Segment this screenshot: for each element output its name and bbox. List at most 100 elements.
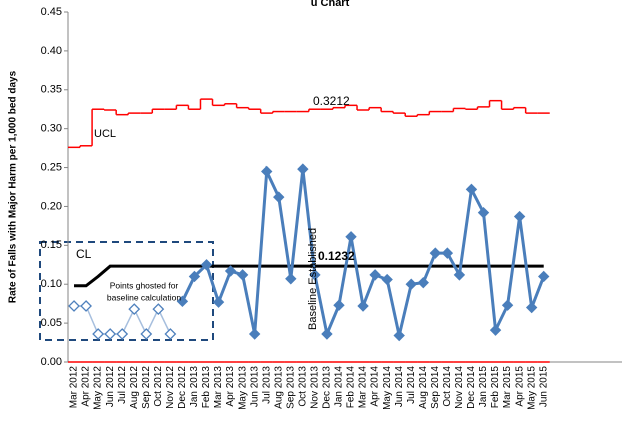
x-tick-label: Feb 2014 bbox=[346, 366, 357, 409]
data-point bbox=[236, 269, 249, 281]
data-point bbox=[164, 328, 177, 340]
data-point bbox=[273, 191, 285, 203]
ghost-box bbox=[39, 241, 214, 341]
data-point bbox=[538, 270, 550, 283]
x-tick-label: May 2013 bbox=[237, 366, 248, 410]
data-point bbox=[188, 270, 201, 283]
y-tick-label: 0.30 bbox=[41, 123, 62, 135]
data-point bbox=[429, 247, 442, 259]
data-point bbox=[248, 328, 261, 340]
x-tick-label: Aug 2012 bbox=[129, 366, 140, 409]
data-point bbox=[417, 276, 429, 289]
data-point bbox=[140, 328, 153, 340]
y-tick-label: 0.25 bbox=[41, 161, 62, 173]
x-tick-label: Mar 2014 bbox=[358, 366, 369, 409]
x-tick-label: Sep 2012 bbox=[141, 366, 152, 409]
annotation: Points ghosted for bbox=[110, 280, 179, 290]
x-tick-label: May 2014 bbox=[382, 366, 393, 410]
x-tick-label: Jan 2015 bbox=[478, 366, 489, 408]
x-tick-label: Dec 2013 bbox=[322, 366, 333, 409]
x-tick-label: Dec 2012 bbox=[177, 366, 188, 409]
x-tick-label: Apr 2013 bbox=[225, 366, 236, 407]
x-tick-label: Mar 2015 bbox=[502, 366, 513, 409]
data-point bbox=[128, 303, 141, 316]
data-point bbox=[369, 269, 381, 281]
data-point bbox=[297, 163, 309, 175]
y-tick-label: 0.45 bbox=[41, 6, 62, 18]
x-tick-label: Dec 2014 bbox=[466, 366, 477, 409]
data-point bbox=[513, 210, 526, 223]
annotation: UCL bbox=[94, 128, 116, 140]
data-point bbox=[333, 299, 345, 311]
x-tick-label: Apr 2014 bbox=[370, 366, 381, 407]
data-point bbox=[393, 329, 405, 342]
data-point bbox=[80, 300, 92, 312]
x-tick-label: May 2015 bbox=[526, 366, 537, 410]
y-axis-label: Rate of Falls with Major Harm per 1,000 … bbox=[8, 70, 19, 303]
data-point bbox=[441, 247, 454, 259]
y-tick-label: 0.35 bbox=[41, 84, 62, 96]
x-tick-label: Aug 2014 bbox=[418, 366, 429, 409]
x-tick-label: Jun 2012 bbox=[105, 366, 116, 408]
y-tick-label: 0.05 bbox=[41, 317, 62, 329]
data-point bbox=[176, 295, 189, 308]
data-point bbox=[212, 296, 225, 308]
data-point bbox=[104, 328, 117, 340]
annotation: baseline calculation bbox=[107, 292, 181, 302]
x-tick-label: Nov 2012 bbox=[165, 366, 176, 409]
x-tick-label: Oct 2013 bbox=[297, 366, 308, 407]
chart-title: u Chart bbox=[311, 0, 350, 9]
y-tick-label: 0.15 bbox=[41, 239, 62, 251]
x-tick-label: Jun 2013 bbox=[249, 366, 260, 408]
annotation: CL bbox=[76, 247, 92, 261]
x-tick-label: Jun 2015 bbox=[538, 366, 549, 408]
data-point bbox=[116, 328, 129, 340]
x-tick-label: May 2012 bbox=[93, 366, 104, 410]
center-line bbox=[74, 264, 544, 288]
x-tick-label: Jan 2014 bbox=[334, 366, 345, 408]
x-tick-label: Nov 2014 bbox=[454, 366, 465, 409]
annotation: Baseline Established bbox=[307, 228, 319, 330]
data-point bbox=[465, 183, 478, 196]
data-point bbox=[285, 273, 297, 285]
annotation: 0.1232 bbox=[318, 249, 355, 263]
x-tick-label: Feb 2015 bbox=[490, 366, 501, 409]
data-point bbox=[152, 303, 165, 316]
data-point bbox=[357, 300, 369, 312]
x-tick-label: Oct 2014 bbox=[442, 366, 453, 407]
x-tick-label: Nov 2013 bbox=[310, 366, 321, 409]
x-tick-label: Oct 2012 bbox=[153, 366, 164, 407]
x-tick-label: Jul 2012 bbox=[117, 366, 128, 404]
x-tick-label: Jan 2013 bbox=[189, 366, 200, 408]
data-point bbox=[345, 231, 357, 243]
x-tick-label: Sep 2013 bbox=[285, 366, 296, 409]
data-point bbox=[261, 165, 273, 178]
data-point bbox=[489, 324, 502, 336]
data-point bbox=[92, 328, 105, 340]
data-point bbox=[477, 206, 490, 219]
x-tick-label: Sep 2014 bbox=[430, 366, 441, 409]
x-tick-label: Aug 2013 bbox=[273, 366, 284, 409]
y-tick-label: 0.20 bbox=[41, 200, 62, 212]
x-tick-label: Apr 2015 bbox=[514, 366, 525, 407]
y-tick-label: 0.40 bbox=[41, 45, 62, 57]
data-point bbox=[501, 299, 514, 311]
x-tick-label: Mar 2012 bbox=[69, 366, 80, 409]
x-tick-label: Apr 2012 bbox=[81, 366, 92, 407]
data-point bbox=[309, 269, 321, 281]
x-tick-label: Jul 2014 bbox=[406, 366, 417, 404]
x-tick-label: Jul 2013 bbox=[261, 366, 272, 404]
y-tick-label: 0.00 bbox=[41, 356, 62, 368]
y-tick-label: 0.10 bbox=[41, 278, 62, 290]
annotation: 0.3212 bbox=[313, 94, 350, 108]
data-point bbox=[224, 265, 237, 277]
data-point bbox=[200, 259, 213, 271]
x-tick-label: Mar 2013 bbox=[213, 366, 224, 409]
data-point bbox=[453, 269, 466, 281]
data-point bbox=[525, 301, 538, 314]
x-tick-label: Jun 2014 bbox=[394, 366, 405, 408]
data-point bbox=[405, 278, 417, 290]
data-point bbox=[381, 273, 393, 286]
data-point bbox=[321, 328, 333, 340]
